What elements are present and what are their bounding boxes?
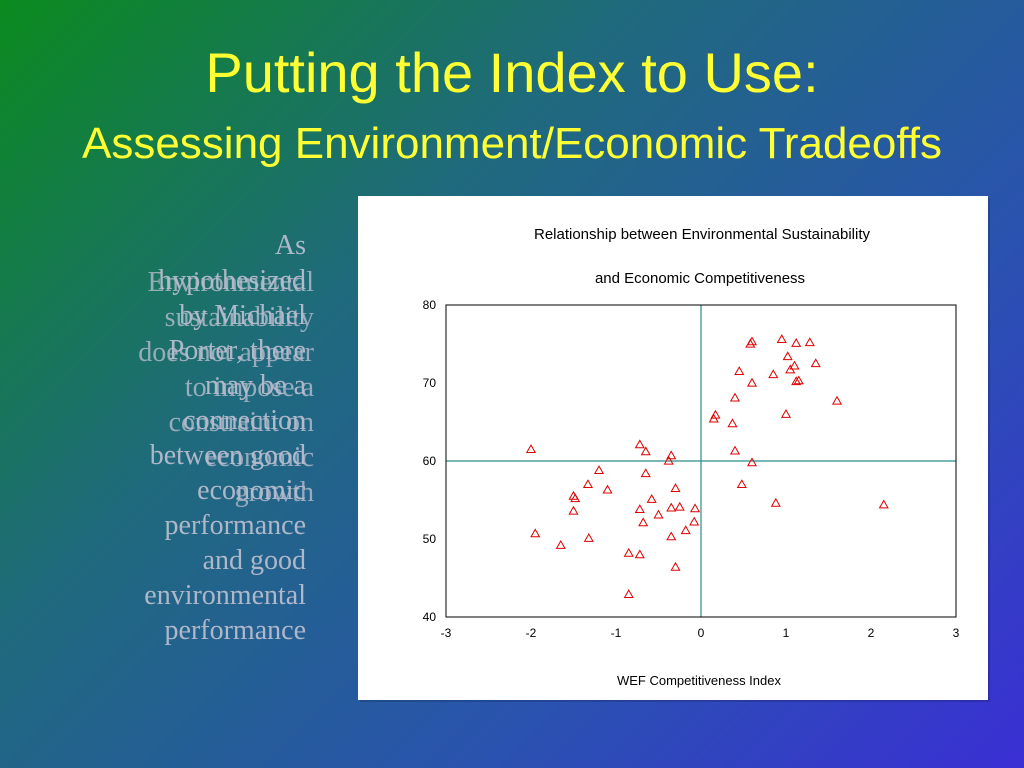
ghost-front-line: and good (202, 545, 306, 576)
ghost-front-line: between good (149, 440, 306, 471)
reference-lines (446, 305, 956, 617)
scatter-point (634, 504, 645, 514)
overlapping-text-front: As hypothesized by Michael Porter, there… (56, 228, 306, 648)
scatter-point (746, 377, 758, 387)
scatter-point (768, 369, 779, 379)
scatter-point (582, 479, 594, 489)
scatter-point (689, 516, 700, 526)
ghost-back-line: economic (205, 442, 314, 473)
scatter-point (878, 499, 889, 509)
plot-area-frame (445, 304, 957, 618)
scatter-point (831, 395, 843, 405)
scatter-point (623, 589, 634, 599)
scatter-point (640, 446, 651, 456)
slide-title: Putting the Index to Use: (205, 41, 819, 104)
scatter-point (640, 468, 651, 478)
x-axis-label: WEF Competitiveness Index (617, 673, 782, 688)
scatter-point (666, 450, 677, 460)
scatter-point (530, 528, 541, 538)
scatter-point (680, 525, 691, 535)
scatter-point (804, 337, 815, 347)
scatter-point (789, 360, 800, 370)
scatter-point (646, 494, 657, 503)
scatter-point (623, 547, 634, 557)
scatter-point (791, 338, 802, 347)
scatter-point (770, 497, 781, 507)
scatter-point (810, 358, 821, 368)
scatter-point (666, 502, 677, 512)
scatter-point (729, 392, 741, 402)
x-tick-label: 0 (698, 626, 705, 640)
chart-title-line-1: Relationship between Environmental Susta… (534, 226, 871, 243)
scatter-point (638, 517, 649, 527)
x-tick-label: -1 (611, 626, 622, 640)
ghost-front-line: As (274, 230, 306, 261)
scatter-point (674, 501, 685, 511)
ghost-front-line: performance (164, 510, 306, 541)
scatter-point (710, 409, 721, 419)
ghost-back-line: does not appear (138, 337, 314, 368)
scatter-point (793, 375, 804, 385)
scatter-point (746, 336, 758, 346)
scatter-point (634, 439, 645, 449)
x-tick-label: -2 (526, 626, 537, 640)
y-tick-label: 80 (423, 298, 437, 312)
scatter-point (525, 444, 537, 453)
ghost-front-line: economic (197, 475, 306, 506)
scatter-point (746, 457, 758, 467)
ghost-back-line: Environmental (147, 267, 314, 298)
scatter-point (570, 493, 581, 503)
scatter-point (568, 505, 579, 515)
scatter-point (663, 455, 674, 465)
scatter-chart: Relationship between Environmental Susta… (423, 226, 960, 688)
ghost-back-line: constraint on (168, 407, 314, 438)
scatter-point (634, 549, 645, 559)
scatter-point (670, 561, 681, 571)
scatter-point (729, 445, 741, 455)
x-tick-label: -3 (441, 626, 452, 640)
scatter-chart-panel: Relationship between Environmental Susta… (358, 196, 988, 700)
scatter-point (736, 479, 747, 489)
scatter-point (555, 540, 566, 549)
scatter-point (782, 351, 793, 361)
scatter-point (791, 376, 802, 386)
x-tick-label: 1 (783, 626, 790, 640)
ghost-front-line: may be a (204, 370, 306, 401)
scatter-point (689, 503, 701, 513)
y-tick-label: 40 (423, 610, 437, 624)
slide-subtitle: Assessing Environment/Economic Tradeoffs (81, 119, 943, 168)
scatter-point (780, 408, 792, 418)
scatter-point (670, 483, 681, 492)
data-points (525, 334, 889, 599)
ghost-front-line: connection (183, 405, 306, 436)
axis-ticks: -3 -2 -1 0 1 2 3 40 50 60 70 80 (423, 298, 960, 640)
ghost-front-line: environmental (144, 580, 306, 611)
scatter-point (666, 531, 677, 541)
scatter-point (776, 334, 787, 343)
x-tick-label: 3 (953, 626, 960, 640)
ghost-front-line: Porter, there (168, 335, 306, 366)
scatter-point (602, 484, 613, 494)
overlapping-text-back: Environmental sustainability does not ap… (64, 265, 314, 510)
ghost-front-line: by Michael (179, 300, 306, 331)
y-tick-label: 70 (423, 376, 437, 390)
ghost-back-line: growth (234, 477, 314, 508)
ghost-back-line: to impose a (184, 372, 314, 403)
scatter-point (593, 465, 605, 475)
x-tick-label: 2 (868, 626, 875, 640)
scatter-point (727, 418, 738, 428)
ghost-back-line: sustainability (164, 302, 314, 333)
ghost-front-line: hypothesized (158, 265, 306, 296)
ghost-front-line: performance (164, 615, 306, 646)
y-tick-label: 60 (423, 454, 437, 468)
scatter-point (583, 533, 594, 542)
scatter-point (653, 509, 664, 519)
chart-title-line-2: and Economic Competitiveness (595, 270, 805, 287)
scatter-point (734, 366, 745, 375)
y-tick-label: 50 (423, 532, 437, 546)
